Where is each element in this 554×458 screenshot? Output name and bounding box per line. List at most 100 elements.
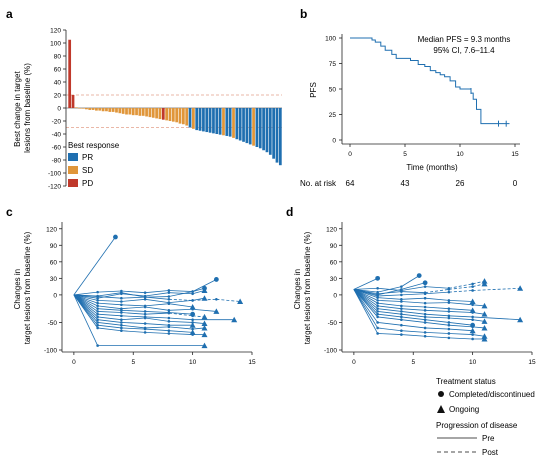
risk-table-values: 64 43 26 0 xyxy=(346,179,518,188)
waterfall-bar-51 xyxy=(238,108,242,141)
waterfall-bar-9 xyxy=(98,108,102,111)
waterfall-bar-54 xyxy=(248,108,252,145)
c-series-10-segment-5 xyxy=(168,317,193,321)
d-series-3-segment-3 xyxy=(401,286,426,291)
c-series-5-segment-3 xyxy=(121,298,146,302)
waterfall-bar-36 xyxy=(188,108,192,128)
progression-legend-pre: Pre xyxy=(482,434,495,443)
status-legend-title: Treatment status xyxy=(436,377,496,386)
d-series-14-end-triangle xyxy=(469,327,476,334)
d-series-9-segment-5 xyxy=(448,311,473,313)
d-series-13 xyxy=(353,289,488,331)
triangle-marker-icon xyxy=(437,405,445,413)
d-series-6-segment-1 xyxy=(353,289,378,299)
c-ytick-label-4: 0 xyxy=(53,292,57,299)
c-series-5-segment-2 xyxy=(97,300,122,302)
progression-legend-post: Post xyxy=(482,448,499,457)
waterfall-bar-0 xyxy=(68,39,72,108)
waterfall-bar-46 xyxy=(222,108,225,136)
d-series-13-segment-2 xyxy=(377,316,402,321)
d-series-5-segment-3 xyxy=(401,293,426,296)
c-series-9-segment-4 xyxy=(145,312,169,315)
b-xtick-label-1: 5 xyxy=(403,151,407,158)
b-ytick-label-1: 25 xyxy=(329,112,337,119)
c-y-ticks: 120 90 60 30 0 -50 -100 xyxy=(44,226,62,355)
d-series-15-segment-6 xyxy=(472,334,485,337)
c-series-12-end-triangle xyxy=(189,322,196,328)
d-series-16-segment-3 xyxy=(401,334,426,337)
d-y-ticks: 120 90 60 30 0 -50 -100 xyxy=(324,226,342,355)
d-series-4-segment-5 xyxy=(448,286,473,290)
risk-table-label: No. at risk xyxy=(300,179,337,188)
d-series-5-end-triangle xyxy=(517,285,524,291)
d-ytick-label-6: -100 xyxy=(324,348,337,355)
c-series-4 xyxy=(73,294,244,305)
d-series-8-segment-4 xyxy=(425,306,449,310)
d-series-13-segment-3 xyxy=(401,319,426,323)
risk-value-3: 0 xyxy=(513,179,518,188)
c-series-15-segment-2 xyxy=(97,327,122,332)
pfs-censor-marks xyxy=(470,88,507,127)
c-series-10-segment-3 xyxy=(121,315,146,318)
waterfall-bar-27 xyxy=(158,108,162,120)
d-series-7-point-3 xyxy=(423,301,427,305)
waterfall-bar-24 xyxy=(148,108,152,118)
waterfall-bar-20 xyxy=(135,108,138,116)
waterfall-bar-17 xyxy=(125,108,128,115)
b-x-ticks: 0 5 10 15 xyxy=(348,144,519,158)
c-series-15-segment-5 xyxy=(168,333,193,335)
c-series-15-end-triangle xyxy=(201,331,208,338)
waterfall-bar-16 xyxy=(121,108,125,114)
panel-b: 0 25 50 75 100 0 5 10 15 PFS Time (months) Medi… xyxy=(300,34,520,188)
c-series-10 xyxy=(73,294,238,323)
waterfall-bar-43 xyxy=(212,108,215,134)
b-xtick-label-3: 15 xyxy=(511,151,519,158)
d-series-11-segment-4 xyxy=(425,316,449,319)
c-ytick-label-1: 90 xyxy=(50,243,58,250)
c-series-12-segment-4 xyxy=(145,323,169,326)
c-series-14-segment-5 xyxy=(168,330,193,333)
waterfall-bar-23 xyxy=(145,108,148,117)
b-ytick-label-0: 0 xyxy=(332,138,336,145)
c-series-1-segment-4 xyxy=(145,296,169,298)
waterfall-bar-28 xyxy=(161,108,165,120)
d-series-12-segment-3 xyxy=(401,316,426,321)
d-ytick-label-5: -50 xyxy=(328,320,338,327)
waterfall-bar-39 xyxy=(198,108,202,131)
d-series-16-segment-4 xyxy=(425,335,449,339)
d-xtick-label-2: 10 xyxy=(469,359,477,366)
c-ytick-label-2: 60 xyxy=(50,259,58,266)
c-ytick-label-3: 30 xyxy=(50,276,58,283)
d-series-4-end-triangle xyxy=(481,280,488,287)
waterfall-bar-5 xyxy=(85,108,88,110)
d-series-10-segment-3 xyxy=(401,311,426,315)
panel-letter-b: b xyxy=(300,7,307,21)
c-ytick-label-0: 120 xyxy=(46,226,57,233)
a-y-ticks: 120 100 80 60 40 20 0 -20 -40 -60 -80 -100 -120 xyxy=(48,28,66,191)
waterfall-bar-2 xyxy=(74,107,78,108)
c-series-11 xyxy=(73,294,208,327)
d-series-1-segment-3 xyxy=(401,275,420,287)
waterfall-bars xyxy=(68,39,282,166)
panel-letter-a: a xyxy=(6,7,13,21)
d-series-8-segment-3 xyxy=(401,305,426,308)
waterfall-bar-61 xyxy=(272,108,276,159)
c-series-6-segment-4 xyxy=(145,303,169,307)
d-series-4-segment-2 xyxy=(377,291,402,295)
d-series-7-segment-2 xyxy=(377,300,402,302)
waterfall-bar-11 xyxy=(105,108,108,112)
d-series-14 xyxy=(353,289,476,334)
risk-value-0: 64 xyxy=(346,179,355,188)
a-ytick-label-9: -60 xyxy=(52,145,62,152)
c-series-9-segment-6 xyxy=(192,315,205,318)
d-series-12-segment-5 xyxy=(448,322,473,326)
c-series-14-end-triangle xyxy=(189,329,196,335)
legend-swatch-pd xyxy=(68,179,78,187)
b-ytick-label-2: 50 xyxy=(329,87,337,94)
c-series-1 xyxy=(73,277,219,299)
c-series-0-end-circle xyxy=(113,234,118,240)
b-y-axis-label: PFS xyxy=(309,82,318,98)
c-series-3-segment-3 xyxy=(121,293,146,297)
c-xtick-label-3: 15 xyxy=(248,359,256,366)
c-series-4-segment-2 xyxy=(97,296,122,299)
